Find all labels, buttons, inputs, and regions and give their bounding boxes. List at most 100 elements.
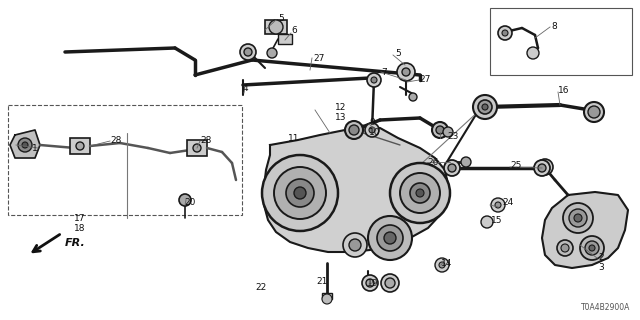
Text: 5: 5 xyxy=(278,13,284,22)
Ellipse shape xyxy=(385,278,395,288)
Text: 13: 13 xyxy=(335,113,346,122)
Text: 27: 27 xyxy=(419,75,430,84)
Ellipse shape xyxy=(371,77,377,83)
Ellipse shape xyxy=(369,127,375,133)
Text: 15: 15 xyxy=(491,215,502,225)
Text: 11: 11 xyxy=(288,133,300,142)
Text: 25: 25 xyxy=(510,161,522,170)
Ellipse shape xyxy=(179,194,191,206)
Ellipse shape xyxy=(557,240,573,256)
Ellipse shape xyxy=(269,20,283,34)
Ellipse shape xyxy=(366,279,374,287)
Ellipse shape xyxy=(580,236,604,260)
Bar xyxy=(322,293,332,299)
Text: FR.: FR. xyxy=(65,238,86,248)
Text: 10: 10 xyxy=(369,127,381,137)
Ellipse shape xyxy=(349,125,359,135)
Ellipse shape xyxy=(448,164,456,172)
Ellipse shape xyxy=(349,239,361,251)
Ellipse shape xyxy=(569,209,587,227)
Ellipse shape xyxy=(345,121,363,139)
Ellipse shape xyxy=(574,214,582,222)
Bar xyxy=(8,105,242,215)
Text: T0A4B2900A: T0A4B2900A xyxy=(580,303,630,312)
Text: 16: 16 xyxy=(558,85,570,94)
Bar xyxy=(490,8,632,75)
Ellipse shape xyxy=(240,44,256,60)
Text: 27: 27 xyxy=(313,53,324,62)
Text: 4: 4 xyxy=(243,84,248,92)
Ellipse shape xyxy=(585,241,599,255)
Ellipse shape xyxy=(435,258,449,272)
Ellipse shape xyxy=(262,155,338,231)
Ellipse shape xyxy=(461,157,471,167)
Ellipse shape xyxy=(589,245,595,251)
Text: 28: 28 xyxy=(200,135,211,145)
Ellipse shape xyxy=(384,232,396,244)
Ellipse shape xyxy=(444,160,460,176)
Ellipse shape xyxy=(439,262,445,268)
Text: 12: 12 xyxy=(335,102,346,111)
Text: 18: 18 xyxy=(74,223,86,233)
Ellipse shape xyxy=(377,225,403,251)
Ellipse shape xyxy=(294,187,306,199)
Ellipse shape xyxy=(561,244,569,252)
Text: 17: 17 xyxy=(74,213,86,222)
Ellipse shape xyxy=(416,189,424,197)
Text: 2: 2 xyxy=(598,253,604,262)
Ellipse shape xyxy=(498,26,512,40)
Ellipse shape xyxy=(367,73,381,87)
Ellipse shape xyxy=(76,142,84,150)
Ellipse shape xyxy=(368,216,412,260)
Text: 3: 3 xyxy=(598,263,604,273)
Text: 6: 6 xyxy=(291,26,297,35)
Ellipse shape xyxy=(538,164,546,172)
Ellipse shape xyxy=(481,216,493,228)
Ellipse shape xyxy=(402,68,410,76)
Text: 7: 7 xyxy=(381,68,387,76)
Ellipse shape xyxy=(343,233,367,257)
Ellipse shape xyxy=(381,274,399,292)
Ellipse shape xyxy=(584,102,604,122)
Ellipse shape xyxy=(22,142,28,148)
Polygon shape xyxy=(264,125,448,252)
Bar xyxy=(70,138,90,154)
Text: 14: 14 xyxy=(441,259,452,268)
Ellipse shape xyxy=(534,160,550,176)
Polygon shape xyxy=(542,192,628,268)
Ellipse shape xyxy=(443,127,453,137)
Ellipse shape xyxy=(473,95,497,119)
Ellipse shape xyxy=(365,123,379,137)
Bar xyxy=(278,34,292,44)
Text: 19: 19 xyxy=(367,278,378,287)
Ellipse shape xyxy=(244,48,252,56)
Ellipse shape xyxy=(409,93,417,101)
Ellipse shape xyxy=(410,183,430,203)
Ellipse shape xyxy=(400,173,440,213)
Ellipse shape xyxy=(482,104,488,110)
Ellipse shape xyxy=(18,138,32,152)
Text: 23: 23 xyxy=(447,132,458,140)
Ellipse shape xyxy=(267,48,277,58)
Text: 9: 9 xyxy=(369,117,375,126)
Ellipse shape xyxy=(478,100,492,114)
Text: 24: 24 xyxy=(502,197,513,206)
Ellipse shape xyxy=(274,167,326,219)
Text: 26: 26 xyxy=(427,157,438,166)
Text: 1: 1 xyxy=(32,143,38,153)
Ellipse shape xyxy=(193,144,201,152)
Text: 28: 28 xyxy=(110,135,122,145)
Ellipse shape xyxy=(432,122,448,138)
Ellipse shape xyxy=(362,275,378,291)
Ellipse shape xyxy=(390,163,450,223)
Ellipse shape xyxy=(502,30,508,36)
Polygon shape xyxy=(10,130,40,158)
Ellipse shape xyxy=(495,202,501,208)
Text: 8: 8 xyxy=(551,21,557,30)
Ellipse shape xyxy=(491,198,505,212)
Ellipse shape xyxy=(563,203,593,233)
Text: 5: 5 xyxy=(395,49,401,58)
Ellipse shape xyxy=(397,63,415,81)
Ellipse shape xyxy=(588,106,600,118)
Ellipse shape xyxy=(436,126,444,134)
